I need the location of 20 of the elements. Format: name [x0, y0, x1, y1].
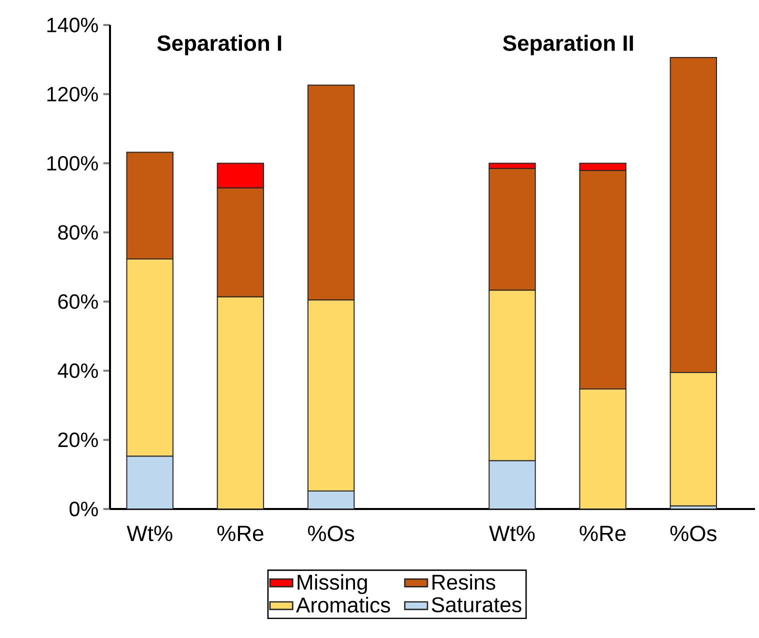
x-tick-label: %Re: [580, 526, 626, 542]
y-tick-label: 60%: [58, 294, 98, 309]
y-tick-label: 0%: [70, 502, 98, 516]
legend-label: Resins: [432, 574, 496, 590]
y-tick-label: 80%: [58, 225, 98, 240]
y-tick-label: 120%: [47, 86, 98, 102]
x-tick-label: Wt%: [126, 526, 172, 542]
x-tick-label: Wt%: [489, 526, 535, 542]
legend-label: Aromatics: [296, 596, 390, 613]
y-tick-label: 140%: [47, 18, 98, 32]
y-tick-label: 40%: [58, 363, 98, 378]
y-tick-label: 20%: [58, 432, 98, 448]
annotation: Separation I: [157, 34, 282, 56]
legend-label: Missing: [298, 574, 367, 594]
x-tick-label: %Re: [217, 526, 264, 542]
x-tick-label: %Os: [670, 526, 716, 542]
legend-label: Saturates: [432, 597, 522, 612]
annotation: Separation II: [503, 34, 633, 56]
x-tick-label: %Os: [308, 526, 354, 542]
y-tick-label: 100%: [47, 156, 98, 171]
